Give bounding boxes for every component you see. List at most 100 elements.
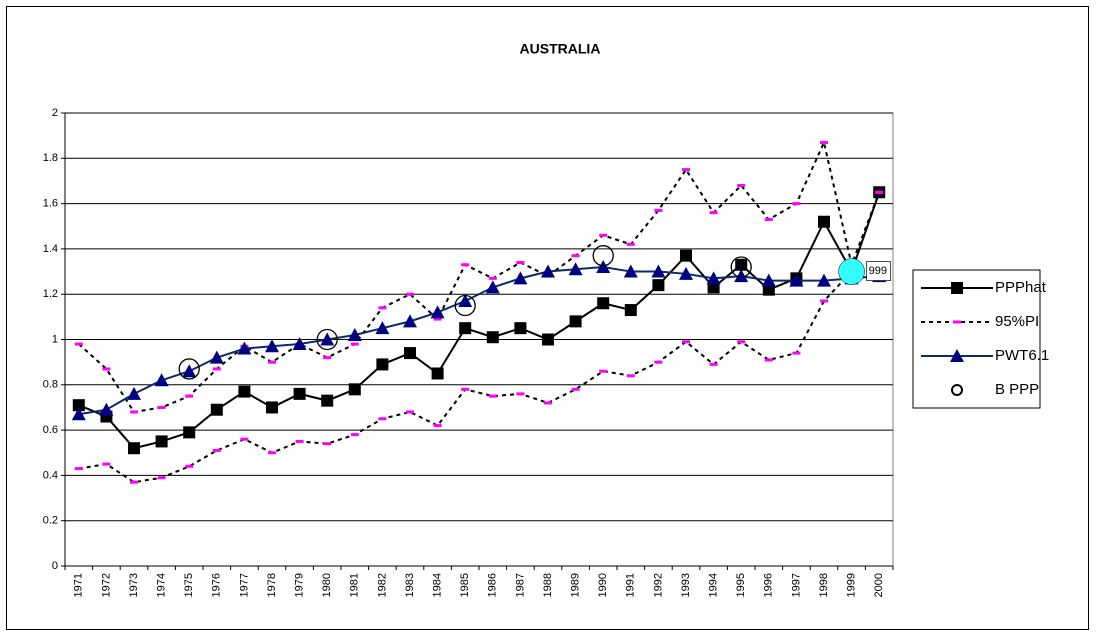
marker: [265, 339, 279, 353]
x-tick-label: 1977: [238, 573, 250, 597]
marker: [761, 273, 776, 287]
marker: [461, 263, 470, 267]
marker: [654, 360, 663, 364]
marker: [516, 392, 525, 396]
x-tick-label: 1972: [100, 573, 112, 597]
marker: [293, 387, 306, 400]
marker: [764, 217, 773, 221]
marker: [789, 273, 804, 287]
marker: [792, 351, 801, 355]
marker: [818, 215, 830, 228]
marker: [764, 358, 773, 362]
marker: [320, 332, 335, 346]
marker: [651, 264, 666, 278]
marker: [378, 417, 387, 421]
marker: [707, 281, 720, 294]
marker: [406, 292, 414, 296]
marker: [680, 249, 692, 262]
marker: [820, 299, 828, 303]
marker: [178, 358, 200, 380]
marker: [350, 433, 359, 437]
marker: [706, 271, 721, 285]
marker: [792, 202, 801, 206]
marker: [709, 362, 718, 366]
marker: [596, 260, 611, 274]
x-tick-label: 1994: [708, 573, 720, 597]
marker: [376, 358, 389, 371]
legend-label: PWT6.1: [995, 347, 1049, 364]
marker: [488, 394, 497, 398]
marker: [730, 256, 752, 278]
marker: [185, 464, 194, 468]
marker: [541, 264, 555, 278]
marker: [130, 410, 138, 414]
marker: [568, 262, 583, 276]
highlight-point: [838, 258, 865, 285]
marker: [378, 306, 387, 310]
x-tick-label: 1998: [818, 573, 830, 597]
marker: [654, 208, 663, 212]
x-tick-label: 2000: [873, 573, 885, 597]
marker: [157, 405, 166, 409]
series-line: [78, 191, 881, 484]
x-tick-label: 1982: [376, 573, 388, 597]
x-tick-label: 1986: [487, 573, 499, 597]
y-tick-label: 2: [52, 107, 58, 119]
marker: [430, 305, 445, 319]
x-tick-label: 1988: [542, 573, 554, 597]
marker: [652, 279, 665, 292]
y-tick-label: 1.4: [43, 243, 58, 255]
marker: [185, 394, 194, 398]
marker: [544, 401, 552, 405]
marker: [626, 242, 635, 246]
marker: [709, 211, 718, 215]
marker: [433, 317, 442, 321]
marker: [74, 467, 83, 471]
y-tick-label: 1.6: [43, 198, 58, 210]
marker: [737, 183, 746, 187]
marker: [951, 282, 963, 294]
x-tick-label: 1981: [349, 573, 361, 597]
marker: [762, 283, 775, 296]
x-tick-label: 1971: [73, 573, 85, 597]
x-tick-label: 1987: [514, 573, 526, 597]
y-tick-label: 0.6: [43, 424, 58, 436]
y-tick-label: 1.8: [43, 152, 58, 164]
marker: [735, 258, 748, 271]
marker: [817, 273, 831, 287]
x-tick-label: 1991: [625, 573, 637, 597]
y-tick-label: 0: [52, 560, 58, 572]
marker: [240, 437, 249, 441]
marker: [268, 360, 276, 364]
marker: [154, 373, 169, 387]
annotation-box: [866, 261, 891, 281]
annotation-text: 999: [869, 265, 887, 277]
marker: [951, 384, 963, 396]
marker: [316, 328, 338, 351]
marker: [182, 364, 197, 378]
marker: [209, 350, 224, 364]
marker: [486, 331, 499, 344]
marker: [485, 280, 500, 294]
x-tick-label: 1997: [790, 573, 802, 597]
marker: [102, 462, 111, 466]
marker: [266, 401, 278, 414]
x-tick-label: 1974: [156, 573, 168, 597]
marker: [682, 168, 690, 172]
marker: [323, 356, 332, 360]
marker: [74, 342, 83, 346]
marker: [292, 337, 307, 351]
marker: [157, 476, 166, 480]
marker: [592, 245, 614, 267]
marker: [347, 327, 362, 341]
chart-title: AUSTRALIA: [520, 41, 601, 57]
marker: [679, 266, 693, 280]
marker: [458, 293, 473, 307]
marker: [569, 315, 582, 328]
marker: [321, 394, 334, 407]
marker: [516, 260, 525, 264]
marker: [513, 271, 528, 285]
series-line: [78, 139, 881, 414]
marker: [212, 448, 221, 452]
